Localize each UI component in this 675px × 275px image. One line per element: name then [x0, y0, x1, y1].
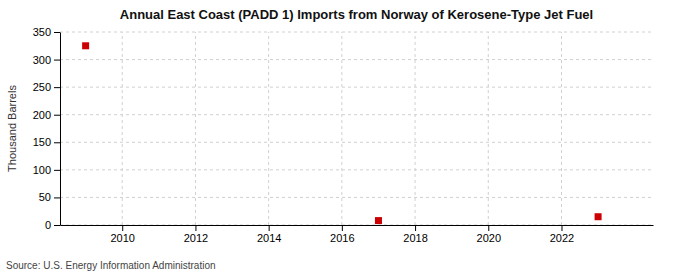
y-tick: 300	[33, 54, 60, 66]
point	[595, 213, 602, 220]
chart-svg: 2010 2012 2014 2016 2018 2020 2022 0 50 100 150 200…	[0, 0, 675, 275]
grid-line-x	[195, 32, 196, 225]
y-tick-label: 350	[33, 26, 51, 38]
y-tick: 100	[33, 164, 60, 176]
y-tick-label: 250	[33, 81, 51, 93]
y-tick-label: 150	[33, 136, 51, 148]
x-tick-mark	[269, 225, 270, 231]
y-tick-mark	[54, 115, 60, 116]
y-tick: 350	[33, 26, 60, 38]
grid-line-x	[268, 32, 269, 225]
title: Annual East Coast (PADD 1) Imports from …	[120, 7, 593, 22]
y-tick-label: 200	[33, 109, 51, 121]
grid	[60, 32, 653, 225]
x-tick-label: 2022	[550, 232, 574, 244]
point	[375, 217, 382, 224]
y-axis-line	[60, 33, 61, 226]
y-axis-title: Thousand Barrels	[6, 85, 18, 172]
y-tick: 200	[33, 109, 60, 121]
y-tick-mark	[54, 142, 60, 143]
x-axis-line	[61, 225, 654, 226]
grid-line-y	[60, 142, 653, 143]
x-tick: 2010	[110, 225, 134, 244]
grid-line-x	[122, 32, 123, 225]
grid-line-x	[561, 32, 562, 225]
y-tick-mark	[54, 32, 60, 33]
x-tick-label: 2010	[110, 232, 134, 244]
grid-line-y	[60, 59, 653, 60]
x-tick: 2016	[330, 225, 354, 244]
x-tick: 2012	[184, 225, 208, 244]
y-axis: 0 50 100 150 200 250 300 350	[33, 26, 61, 231]
y-tick-label: 0	[45, 219, 51, 231]
grid-line-x	[488, 32, 489, 225]
y-tick: 0	[45, 219, 60, 231]
x-tick-label: 2020	[477, 232, 501, 244]
x-tick: 2020	[477, 225, 501, 244]
x-axis: 2010 2012 2014 2016 2018 2020 2022	[61, 225, 654, 244]
y-tick-label: 50	[39, 191, 51, 203]
source-note: Source: U.S. Energy Information Administ…	[6, 260, 216, 271]
grid-line-x	[341, 32, 342, 225]
x-tick-label: 2016	[330, 232, 354, 244]
x-tick: 2014	[257, 225, 281, 244]
grid-line-y	[60, 87, 653, 88]
x-tick-label: 2012	[184, 232, 208, 244]
y-tick: 50	[39, 191, 60, 203]
x-tick: 2022	[550, 225, 574, 244]
y-tick: 150	[33, 136, 60, 148]
y-tick-mark	[54, 87, 60, 88]
x-tick-mark	[488, 225, 489, 231]
y-tick: 250	[33, 81, 60, 93]
x-tick-label: 2014	[257, 232, 281, 244]
points	[82, 42, 601, 224]
x-tick-mark	[561, 225, 562, 231]
y-tick-label: 300	[33, 54, 51, 66]
x-tick-mark	[195, 225, 196, 231]
grid-line-y	[60, 169, 653, 170]
y-tick-mark	[54, 197, 60, 198]
y-tick-label: 100	[33, 164, 51, 176]
grid-line-y	[60, 197, 653, 198]
x-tick-label: 2018	[403, 232, 427, 244]
chart-container: 2010 2012 2014 2016 2018 2020 2022 0 50 100 150 200…	[0, 0, 675, 275]
y-tick-mark	[54, 170, 60, 171]
grid-line-y	[60, 32, 653, 33]
point	[82, 42, 89, 49]
grid-line-y	[60, 225, 653, 226]
grid-line-x	[415, 32, 416, 225]
x-tick-mark	[342, 225, 343, 231]
y-tick-mark	[54, 225, 60, 226]
x-tick: 2018	[403, 225, 427, 244]
x-tick-mark	[122, 225, 123, 231]
x-tick-mark	[415, 225, 416, 231]
grid-line-y	[60, 114, 653, 115]
y-tick-mark	[54, 60, 60, 61]
